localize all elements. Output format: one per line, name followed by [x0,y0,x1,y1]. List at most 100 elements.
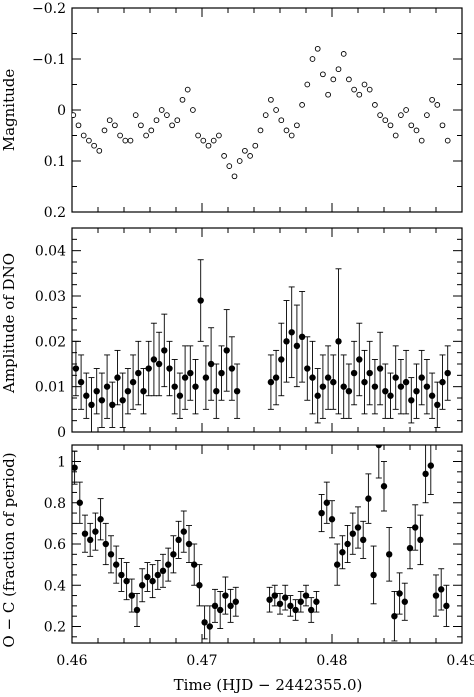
data-point [170,551,177,558]
data-point [192,383,199,390]
data-point [102,540,110,548]
data-point [428,392,436,399]
data-point [304,365,311,372]
data-point [206,623,213,630]
data-point [257,127,264,134]
y-tick-label: −0.1 [32,52,66,68]
data-point [403,107,409,113]
y-tick-label: 0.1 [44,154,66,170]
data-point [302,592,310,599]
data-point [294,122,300,129]
data-point [117,132,123,139]
data-point [406,544,414,552]
data-point [423,383,431,390]
y-tick-label: 0.04 [35,244,66,260]
data-point [190,107,196,113]
data-point [324,374,332,381]
data-point [346,76,352,83]
data-point [164,112,170,118]
data-point [339,549,346,556]
data-point [397,383,405,390]
x-tick-label: 0.48 [316,653,347,669]
data-point [391,612,398,620]
data-point [401,598,408,605]
data-point [247,153,253,159]
y-tick-label: 0.4 [44,578,66,594]
y-tick-label: −0.2 [32,1,66,17]
data-point [129,378,137,386]
o-minus-c-axis-label: O − C (fraction of period) [0,452,18,647]
data-point [184,86,191,93]
data-series [72,259,451,432]
data-point [282,594,289,601]
data-point [221,153,227,159]
data-point [418,374,425,381]
data-point [179,96,186,103]
data-point [132,112,139,118]
y-tick-label: 0.2 [44,205,66,221]
x-tick-label: 0.46 [56,653,87,669]
data-point [77,378,85,386]
data-point [351,86,357,93]
data-point [197,297,204,304]
data-point [288,132,295,139]
data-point [127,137,134,144]
y-tick-label: 0.03 [35,289,66,305]
data-point [242,147,248,154]
data-point [418,137,425,144]
data-point [376,365,384,372]
data-point [119,397,126,404]
dno-amplitude-axis-label: Amplitude of DNO [0,253,18,394]
data-point [375,445,382,449]
data-point [372,102,378,108]
data-point [133,606,141,614]
data-point [323,499,330,506]
data-point [308,606,315,614]
data-point [88,401,95,408]
data-point [113,561,120,568]
data-point [228,365,236,372]
data-point [175,536,182,544]
data-point [216,132,222,139]
data-point [396,590,403,597]
y-tick-label: 0 [57,103,66,119]
data-point [222,592,229,599]
data-point [314,45,321,52]
data-point [334,561,341,568]
data-point [382,117,389,124]
data-point [292,606,299,614]
data-point [309,56,316,62]
data-point [361,81,368,88]
data-point [429,96,435,103]
data-point [145,365,152,372]
data-point [349,530,356,537]
data-point [106,117,113,124]
data-point [340,51,347,57]
data-point [166,365,173,372]
data-point [432,592,440,599]
data-point [361,378,368,386]
data-point [335,338,342,345]
data-point [96,147,103,154]
data-point [356,91,363,98]
data-point [176,392,184,399]
data-point [424,112,430,118]
data-point [211,602,219,610]
data-point [103,383,111,390]
data-point [153,117,160,124]
y-tick-label: 0.6 [44,537,66,553]
data-point [386,551,393,558]
data-point [412,524,419,531]
data-point [109,401,116,408]
data-point [236,158,243,164]
y-tick-label: 0.8 [44,496,66,512]
data-point [422,470,429,478]
y-tick-label: 0.2 [44,620,66,636]
data-point [207,360,215,368]
data-point [382,388,389,395]
data-point [114,374,121,381]
data-point [92,528,99,535]
data-point [76,499,84,506]
data-point [330,76,337,83]
o-minus-c-panel: 0.2 0.4 0.6 0.8 1 0.46 0.47 0.48 0.49 [44,444,474,669]
